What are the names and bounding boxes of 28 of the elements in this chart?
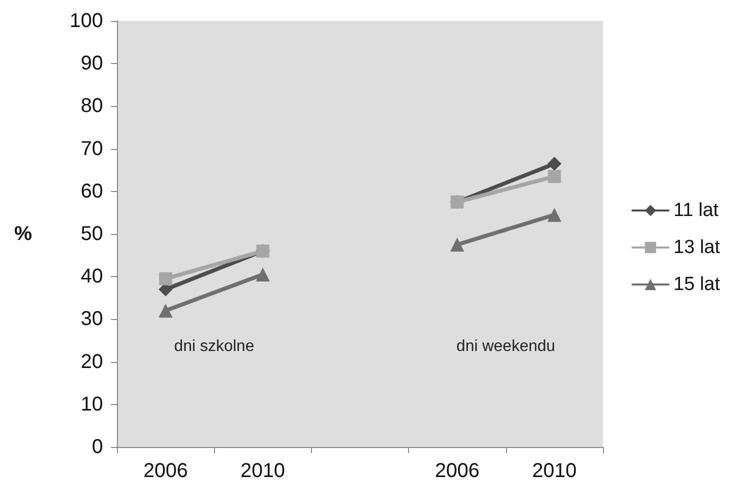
x-tick-label: 2006: [434, 460, 480, 482]
y-tick-label: 30: [80, 308, 103, 330]
point: [548, 170, 561, 183]
y-tick-label: 70: [80, 138, 103, 160]
y-tick-label: 90: [80, 52, 103, 75]
y-tick-label: 20: [80, 350, 103, 373]
y-tick-label: 80: [80, 95, 103, 118]
legend-label: 11 lat: [674, 200, 720, 221]
point: [450, 238, 464, 252]
y-tick-label: 60: [80, 180, 103, 202]
legend-label: 13 lat: [674, 237, 721, 258]
x-tick-label: 2006: [143, 460, 188, 482]
point: [158, 304, 173, 318]
annotation: dni szkolne: [174, 338, 254, 355]
y-axis-title: %: [14, 223, 32, 245]
point: [547, 156, 562, 171]
y-tick-label: 0: [92, 436, 103, 458]
y-tick-label: 40: [80, 266, 103, 288]
x-tick-label: 2010: [240, 460, 286, 482]
y-tick-label: 50: [80, 223, 103, 245]
x-tick-label: 2010: [532, 460, 577, 482]
y-tick-label: 10: [80, 393, 103, 416]
point: [547, 208, 562, 222]
annotation: dni weekendu: [456, 338, 556, 355]
y-tick-label: 100: [70, 10, 103, 32]
legend-label: 15 lat: [674, 274, 721, 295]
point: [256, 267, 270, 282]
point: [159, 272, 172, 286]
